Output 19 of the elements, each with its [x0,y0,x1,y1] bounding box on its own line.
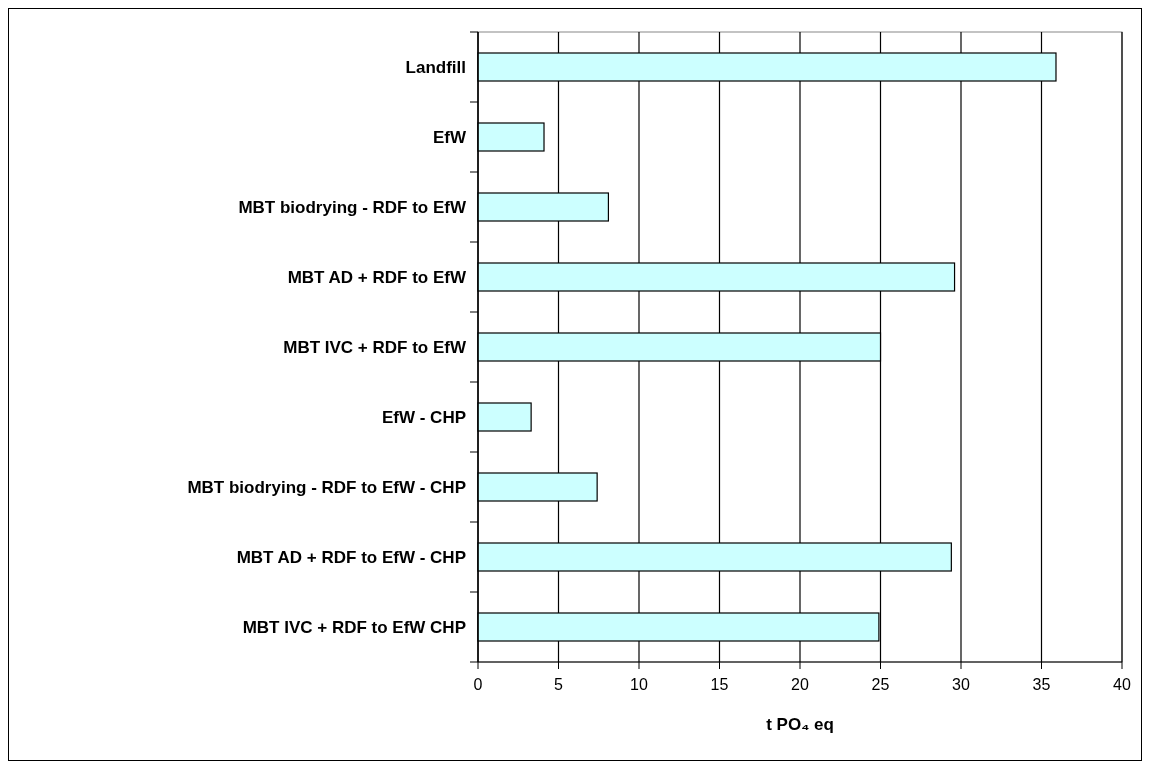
y-tick-label: MBT biodrying - RDF to EfW - CHP [187,477,466,497]
y-tick-label: MBT AD + RDF to EfW [287,267,467,287]
x-tick-label: 20 [791,676,809,693]
x-tick-label: 15 [710,676,729,693]
y-tick-label: EfW - CHP [381,407,466,427]
y-tick-label: MBT biodrying - RDF to EfW [238,197,467,217]
x-axis-title: t PO₄ eq [766,715,834,734]
x-tick-label: 40 [1113,676,1131,693]
y-tick-label: MBT IVC + RDF to EfW [283,337,467,357]
x-tick-label: 10 [630,676,648,693]
y-tick-label: MBT AD + RDF to EfW - CHP [236,547,466,567]
y-tick-label: MBT IVC + RDF to EfW CHP [242,617,466,637]
x-tick-label: 35 [1032,676,1051,693]
x-tick-label: 5 [554,676,564,693]
x-tick-label: 25 [871,676,890,693]
x-tick-label: 30 [952,676,970,693]
y-tick-label: Landfill [405,57,466,77]
y-tick-label: EfW [432,127,467,147]
x-tick-label: 0 [473,676,483,693]
